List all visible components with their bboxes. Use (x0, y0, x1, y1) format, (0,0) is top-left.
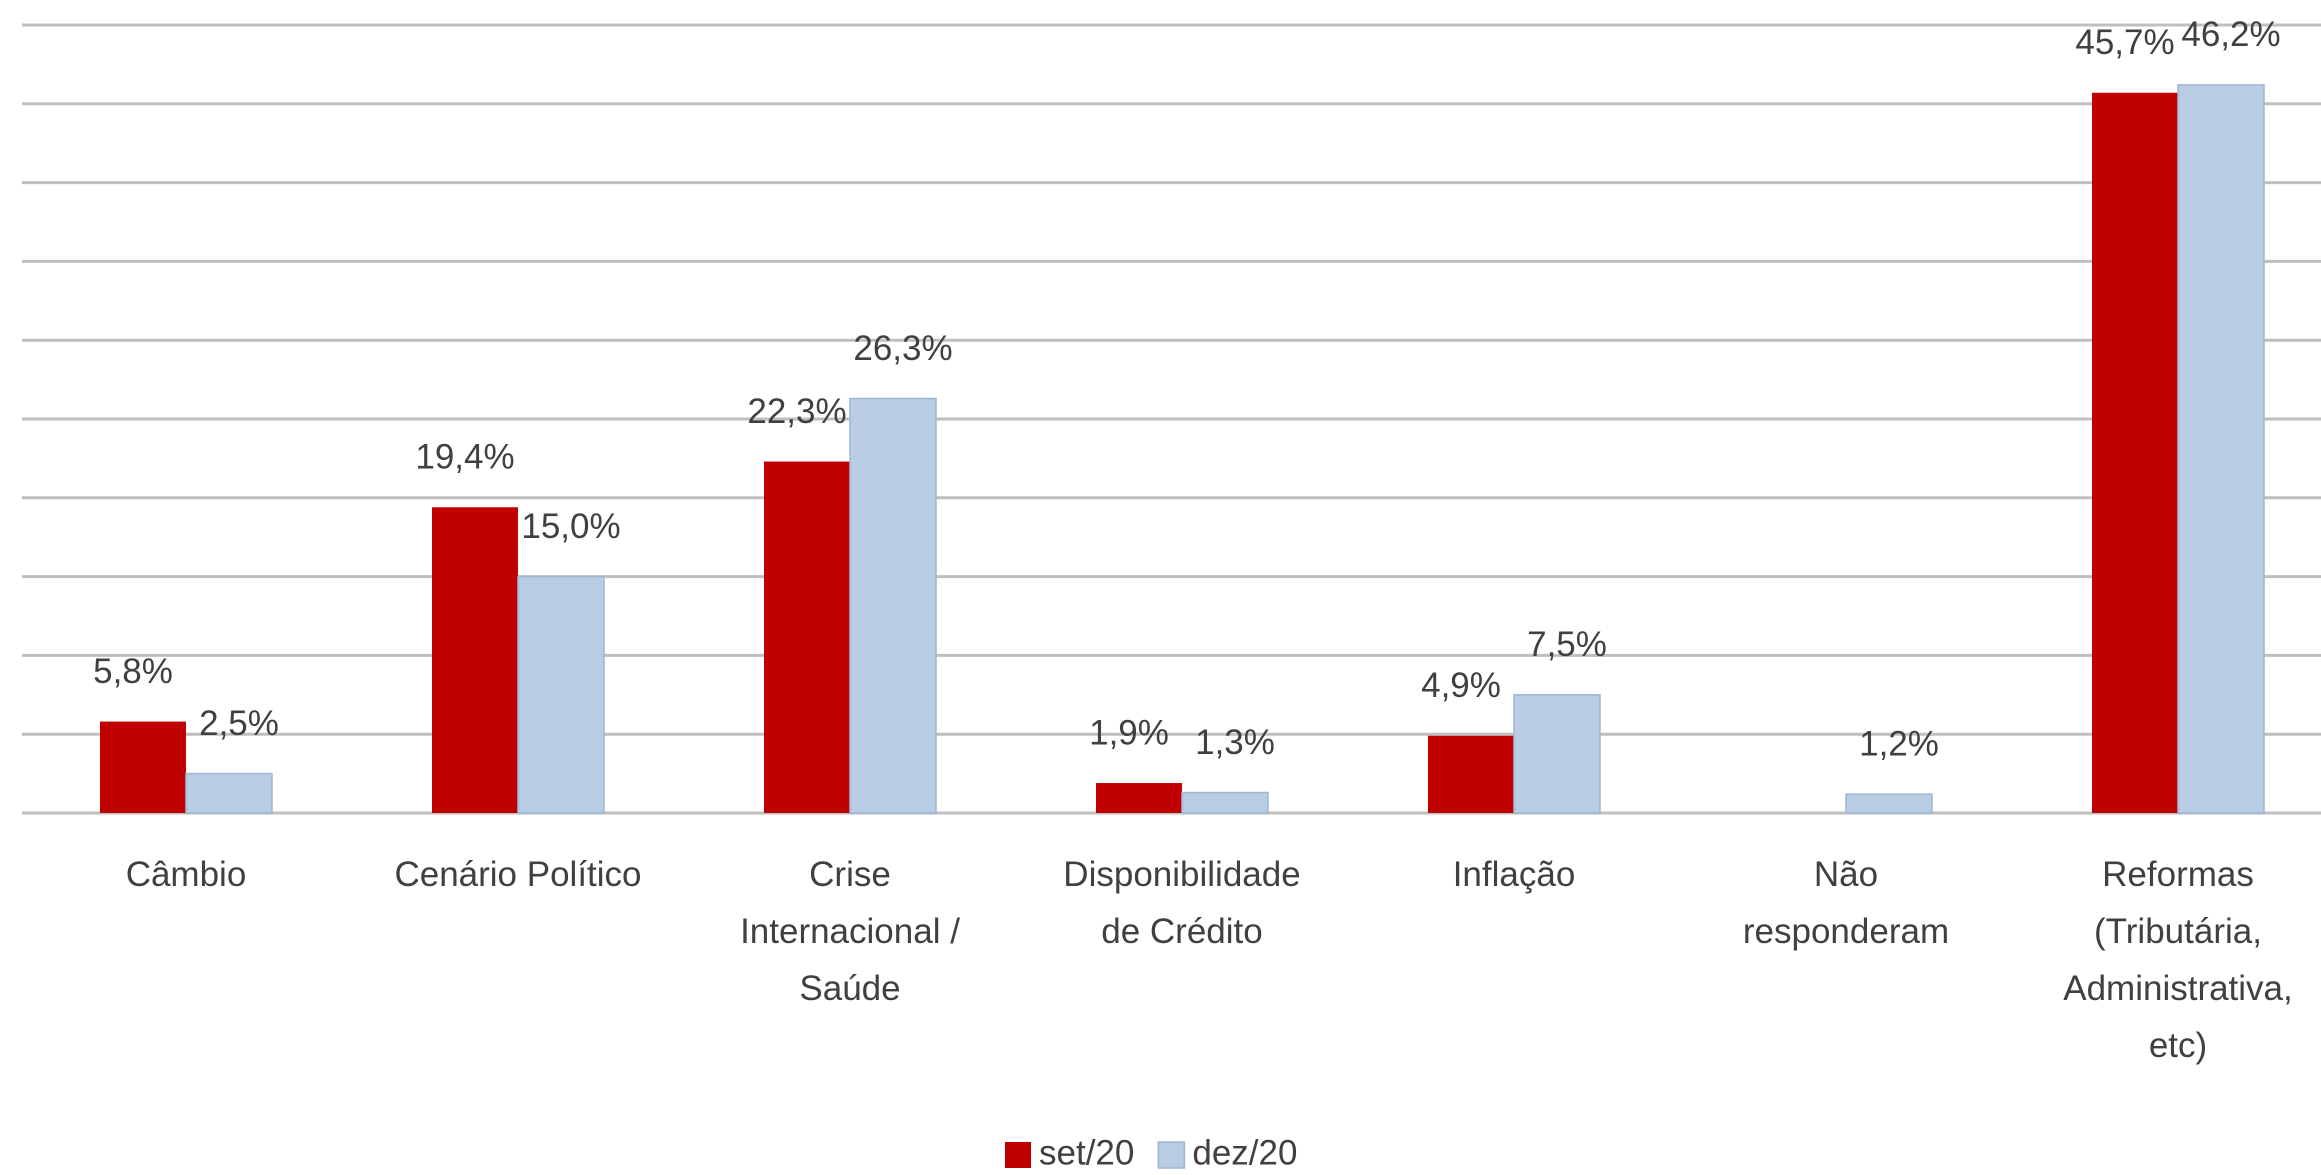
value-label: 1,3% (1195, 723, 1275, 762)
bar (1513, 694, 1601, 814)
legend-label: dez/20 (1192, 1133, 1297, 1172)
legend-label: set/20 (1039, 1133, 1134, 1172)
value-label: 45,7% (2075, 23, 2174, 62)
value-label: 1,2% (1859, 724, 1939, 763)
x-tick-label: Reformas (Tributária, Administrativa, etc) (2063, 855, 2293, 1065)
bar (432, 507, 518, 813)
bar (2177, 84, 2265, 814)
bar (517, 575, 605, 814)
value-label: 46,2% (2181, 15, 2280, 54)
value-label: 2,5% (199, 704, 279, 743)
bar (100, 721, 186, 813)
value-label: 4,9% (1421, 666, 1501, 705)
value-label: 22,3% (747, 392, 846, 431)
value-label: 1,9% (1089, 713, 1169, 752)
bar (1181, 791, 1269, 814)
value-label: 15,0% (521, 507, 620, 546)
value-label: 19,4% (415, 438, 514, 477)
x-tick-label: Inflação (1453, 855, 1576, 894)
bar (849, 397, 937, 814)
legend-swatch (1005, 1142, 1031, 1168)
value-label: 7,5% (1527, 625, 1607, 664)
bar (1845, 793, 1933, 814)
bar (1096, 783, 1182, 813)
bar (2092, 92, 2178, 813)
value-label: 26,3% (853, 329, 952, 368)
bar (764, 461, 850, 813)
bar (1428, 735, 1514, 813)
bar (185, 772, 273, 814)
legend-swatch (1157, 1141, 1186, 1169)
x-tick-label: Câmbio (126, 855, 247, 894)
x-tick-label: Disponibilidade de Crédito (1063, 855, 1300, 951)
x-tick-label: Crise Internacional / Saúde (740, 855, 960, 1008)
value-label: 5,8% (93, 652, 173, 691)
x-tick-label: Não responderam (1743, 855, 1949, 951)
x-tick-label: Cenário Político (394, 855, 641, 894)
